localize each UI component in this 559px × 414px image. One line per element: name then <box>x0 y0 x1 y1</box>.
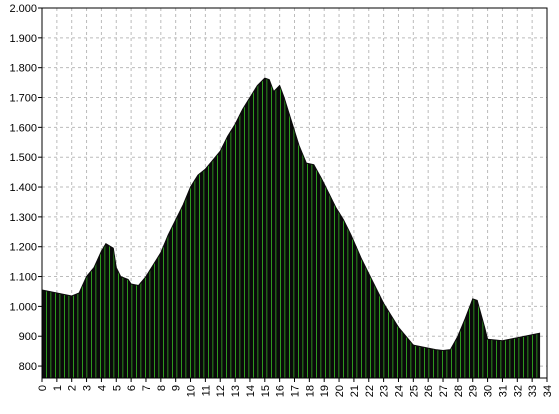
x-tick-label: 19 <box>319 385 331 397</box>
x-tick-label: 5 <box>111 385 123 391</box>
x-tick-label: 1 <box>52 385 64 391</box>
elevation-area <box>41 77 541 379</box>
x-tick-label: 3 <box>82 385 94 391</box>
x-tick-label: 23 <box>379 385 391 397</box>
y-tick-label: 1.100 <box>9 272 37 284</box>
x-tick-label: 30 <box>483 385 495 397</box>
x-tick-label: 24 <box>393 385 405 397</box>
x-tick-label: 8 <box>156 385 168 391</box>
x-tick-label: 18 <box>304 385 316 397</box>
x-tick-label: 33 <box>527 385 539 397</box>
x-tick-label: 27 <box>438 385 450 397</box>
x-tick-label: 13 <box>230 385 242 397</box>
x-tick-label: 20 <box>334 385 346 397</box>
x-tick-label: 14 <box>245 385 257 397</box>
y-tick-label: 1.800 <box>9 63 37 75</box>
y-tick-label: 800 <box>19 361 37 373</box>
x-tick-label: 11 <box>200 385 212 396</box>
x-tick-label: 10 <box>186 385 198 397</box>
x-tick-label: 22 <box>364 385 376 397</box>
x-tick-label: 28 <box>453 385 465 397</box>
x-tick-label: 16 <box>275 385 287 397</box>
y-tick-label: 1.900 <box>9 33 37 45</box>
plot-border <box>41 7 548 379</box>
x-tick-label: 31 <box>497 385 509 397</box>
x-tick-label: 9 <box>171 385 183 391</box>
y-tick-label: 1.300 <box>9 212 37 224</box>
x-tick-label: 4 <box>96 385 108 391</box>
y-tick-label: 900 <box>19 331 37 343</box>
x-tick-label: 34 <box>542 385 554 397</box>
x-tick-label: 15 <box>260 385 272 397</box>
x-tick-label: 2 <box>67 385 79 391</box>
x-tick-label: 26 <box>423 385 435 397</box>
y-tick-label: 1.000 <box>9 301 37 313</box>
y-tick-label: 1.500 <box>9 152 37 164</box>
x-tick-label: 25 <box>408 385 420 397</box>
x-tick-label: 12 <box>215 385 227 397</box>
x-tick-label: 7 <box>141 385 153 391</box>
y-tick-label: 1.400 <box>9 182 37 194</box>
x-tick-label: 32 <box>512 385 524 397</box>
y-tick-label: 1.600 <box>9 122 37 134</box>
x-tick-label: 0 <box>37 385 49 391</box>
x-tick-label: 17 <box>290 385 302 397</box>
x-tick-label: 6 <box>126 385 138 391</box>
y-tick-label: 2.000 <box>9 3 37 15</box>
x-tick-label: 29 <box>468 385 480 397</box>
x-tick-label: 21 <box>349 385 361 397</box>
y-tick-label: 1.200 <box>9 242 37 254</box>
y-tick-label: 1.700 <box>9 93 37 105</box>
